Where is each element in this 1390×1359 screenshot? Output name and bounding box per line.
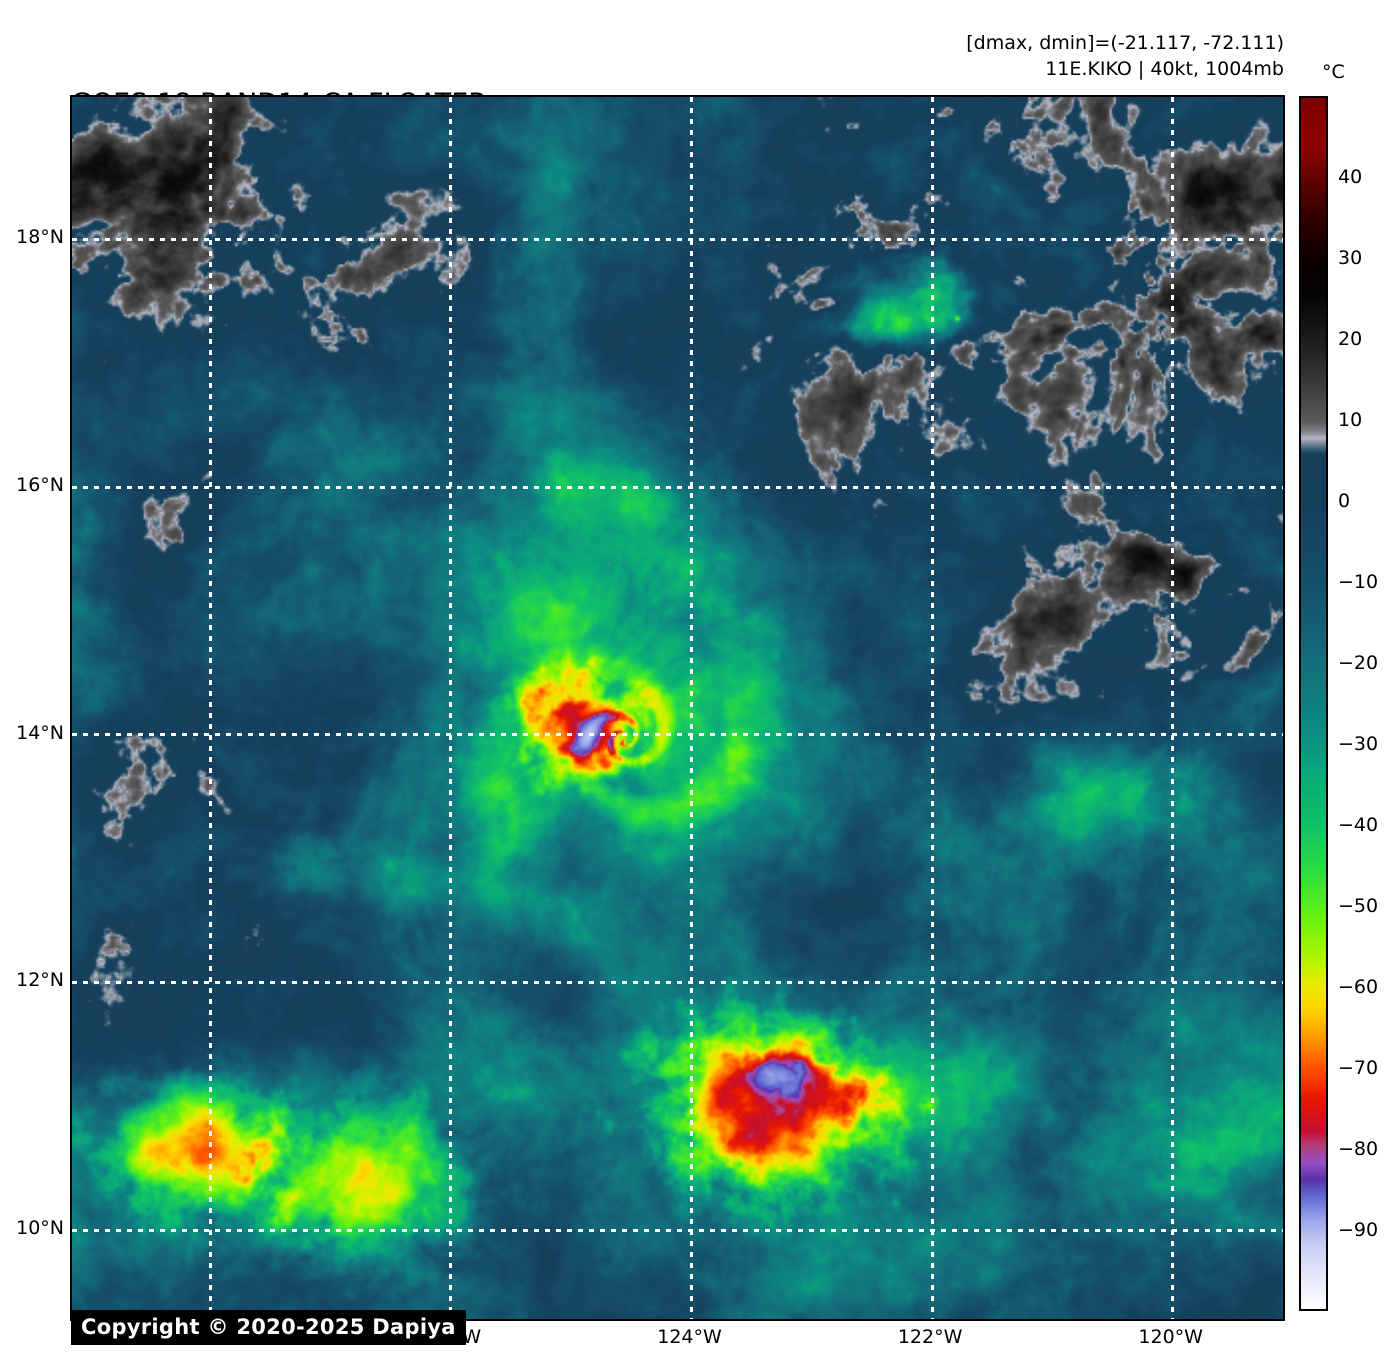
x-axis-tick-120W: 120°W — [1138, 1326, 1203, 1348]
colorbar-tick-minus90: −90 — [1338, 1219, 1379, 1241]
colorbar-tick-minus60: −60 — [1338, 976, 1379, 998]
colorbar-tick-minus40: −40 — [1338, 814, 1379, 836]
y-axis-tick-10N: 10°N — [16, 1217, 64, 1240]
copyright-watermark: Copyright © 2020-2025 Dapiya — [71, 1310, 466, 1345]
data-range-label: [dmax, dmin]=(-21.117, -72.111) — [966, 32, 1284, 54]
colorbar-tick-minus10: −10 — [1338, 571, 1379, 593]
x-axis-tick-122W: 122°W — [897, 1326, 963, 1348]
y-axis-tick-12N: 12°N — [16, 969, 64, 992]
colorbar-tick-0: 0 — [1338, 490, 1351, 512]
colorbar-tick-30: 30 — [1338, 247, 1363, 269]
x-axis-tick-124W: 124°W — [657, 1326, 722, 1348]
y-axis-tick-18N: 18°N — [16, 226, 64, 249]
y-axis-tick-16N: 16°N — [16, 474, 64, 497]
colorbar-tick-minus70: −70 — [1338, 1057, 1379, 1079]
infrared-satellite-imagery — [72, 97, 1283, 1319]
colorbar-tick-minus20: −20 — [1338, 652, 1379, 674]
temperature-colorbar[interactable] — [1299, 96, 1328, 1311]
colorbar-gradient — [1301, 98, 1326, 1309]
y-axis-tick-14N: 14°N — [16, 721, 64, 744]
metadata-block: [dmax, dmin]=(-21.117, -72.111) 11E.KIKO… — [966, 30, 1284, 82]
colorbar-units-label: °C — [1322, 61, 1345, 83]
colorbar-tick-minus80: −80 — [1338, 1138, 1379, 1160]
colorbar-tick-40: 40 — [1338, 166, 1363, 188]
colorbar-tick-minus30: −30 — [1338, 733, 1379, 755]
storm-info-label: 11E.KIKO | 40kt, 1004mb — [1045, 58, 1284, 80]
colorbar-tick-10: 10 — [1338, 409, 1363, 431]
satellite-image-plot[interactable] — [70, 95, 1285, 1321]
colorbar-tick-20: 20 — [1338, 328, 1363, 350]
colorbar-tick-minus50: −50 — [1338, 895, 1379, 917]
